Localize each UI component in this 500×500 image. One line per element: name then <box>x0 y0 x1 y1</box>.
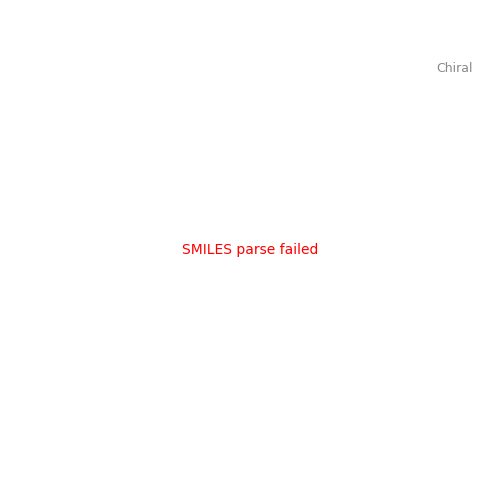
Text: SMILES parse failed: SMILES parse failed <box>182 243 318 257</box>
Text: Chiral: Chiral <box>436 62 472 76</box>
